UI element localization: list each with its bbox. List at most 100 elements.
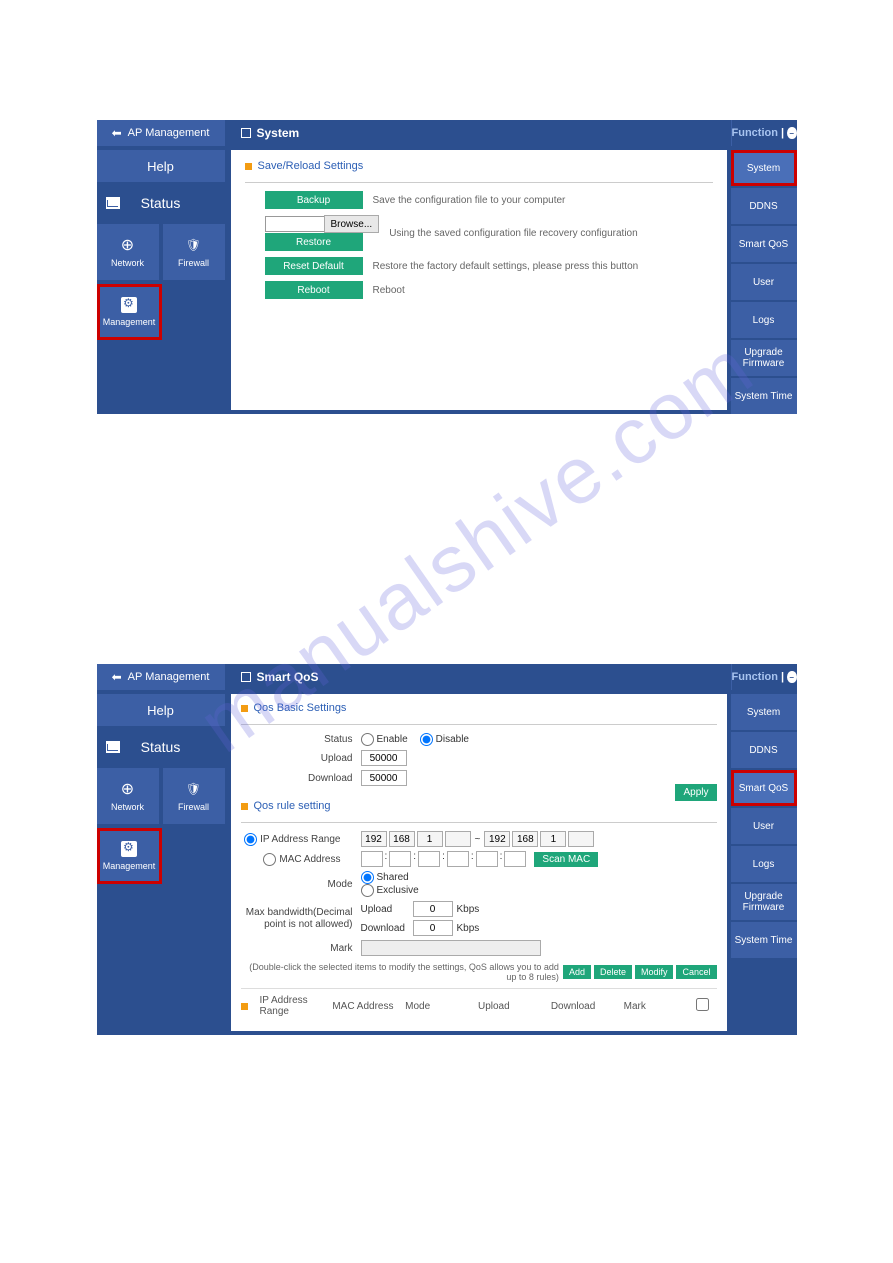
- mac-5[interactable]: [476, 851, 498, 867]
- help-button[interactable]: Help: [97, 694, 225, 726]
- status-button[interactable]: Status: [97, 186, 225, 220]
- ip-from-4[interactable]: [445, 831, 471, 847]
- mac-label-wrap: MAC Address: [241, 853, 361, 866]
- mark-input[interactable]: [361, 940, 541, 956]
- reboot-button[interactable]: Reboot: [265, 281, 363, 299]
- mac-3[interactable]: [418, 851, 440, 867]
- scan-mac-button[interactable]: Scan MAC: [534, 852, 598, 867]
- func-upgrade-firmware[interactable]: Upgrade Firmware: [731, 340, 797, 376]
- firewall-tile[interactable]: Firewall: [163, 224, 225, 280]
- firewall-tile[interactable]: Firewall: [163, 768, 225, 824]
- ip-to-3[interactable]: [540, 831, 566, 847]
- network-tile[interactable]: Network: [97, 768, 159, 824]
- management-tile[interactable]: Management: [97, 828, 162, 884]
- enable-radio[interactable]: [361, 733, 374, 746]
- mac-group: : : : : :: [361, 851, 527, 867]
- th-mode: Mode: [405, 1001, 478, 1012]
- back-ap-management[interactable]: ⬅ AP Management: [97, 664, 225, 690]
- help-button[interactable]: Help: [97, 150, 225, 182]
- gear-icon: [121, 297, 137, 313]
- upload-label: Upload: [241, 753, 361, 764]
- shared-radio-wrap[interactable]: Shared: [361, 871, 419, 884]
- ip-to-2[interactable]: [512, 831, 538, 847]
- network-tile[interactable]: Network: [97, 224, 159, 280]
- mac-radio-wrap[interactable]: MAC Address: [241, 853, 341, 866]
- section-title: Save/Reload Settings: [245, 160, 713, 172]
- mac-1[interactable]: [361, 851, 383, 867]
- rule-note-text: (Double-click the selected items to modi…: [241, 962, 559, 982]
- backup-button[interactable]: Backup: [265, 191, 363, 209]
- select-all-checkbox[interactable]: [696, 998, 709, 1011]
- divider: [245, 182, 713, 183]
- func-system[interactable]: System: [731, 694, 797, 730]
- sidebar-left: Help Status Network Firewall Management: [97, 690, 225, 1035]
- ip-from-3[interactable]: [417, 831, 443, 847]
- exclusive-radio[interactable]: [361, 884, 374, 897]
- disable-radio-wrap[interactable]: Disable: [420, 733, 469, 746]
- ip-from-2[interactable]: [389, 831, 415, 847]
- function-toggle[interactable]: Function | –: [731, 120, 797, 146]
- func-system[interactable]: System: [731, 150, 797, 186]
- mac-2[interactable]: [389, 851, 411, 867]
- apply-button[interactable]: Apply: [675, 784, 716, 801]
- func-smart-qos[interactable]: Smart QoS: [731, 226, 797, 262]
- func-ddns[interactable]: DDNS: [731, 188, 797, 224]
- sidebar-left: Help Status Network Firewall Management: [97, 146, 225, 414]
- arrow-left-icon: ⬅: [112, 126, 122, 140]
- modify-button[interactable]: Modify: [635, 965, 674, 979]
- disable-radio[interactable]: [420, 733, 433, 746]
- func-logs[interactable]: Logs: [731, 846, 797, 882]
- func-logs[interactable]: Logs: [731, 302, 797, 338]
- th-checkbox: [696, 998, 716, 1014]
- mac-6[interactable]: [504, 851, 526, 867]
- reset-desc: Restore the factory default settings, pl…: [373, 261, 639, 272]
- func-upgrade-firmware[interactable]: Upgrade Firmware: [731, 884, 797, 920]
- bw-download-input[interactable]: [413, 920, 453, 936]
- func-system-time[interactable]: System Time: [731, 378, 797, 414]
- ip-range-radio[interactable]: [244, 833, 257, 846]
- reboot-row: Reboot Reboot: [265, 281, 713, 299]
- back-label: AP Management: [128, 127, 210, 139]
- file-input[interactable]: [265, 216, 325, 232]
- reboot-desc: Reboot: [373, 285, 405, 296]
- func-user[interactable]: User: [731, 264, 797, 300]
- backup-row: Backup Save the configuration file to yo…: [265, 191, 713, 209]
- cancel-button[interactable]: Cancel: [676, 965, 716, 979]
- browse-button[interactable]: Browse...: [324, 215, 380, 233]
- back-ap-management[interactable]: ⬅ AP Management: [97, 120, 225, 146]
- management-tile[interactable]: Management: [97, 284, 162, 340]
- delete-button[interactable]: Delete: [594, 965, 632, 979]
- download-input[interactable]: [361, 770, 407, 786]
- ip-to-1[interactable]: [484, 831, 510, 847]
- ip-to-group: [484, 831, 594, 847]
- ip-from-1[interactable]: [361, 831, 387, 847]
- arrow-left-icon: ⬅: [112, 670, 122, 684]
- content-panel: Save/Reload Settings Backup Save the con…: [231, 150, 727, 410]
- func-ddns[interactable]: DDNS: [731, 732, 797, 768]
- bw-upload-label: Upload: [361, 904, 409, 915]
- exclusive-radio-wrap[interactable]: Exclusive: [361, 884, 419, 897]
- mac-radio[interactable]: [263, 853, 276, 866]
- file-row: Browse...: [265, 215, 380, 233]
- status-button[interactable]: Status: [97, 730, 225, 764]
- shared-label: Shared: [377, 872, 409, 883]
- reset-default-button[interactable]: Reset Default: [265, 257, 363, 275]
- add-button[interactable]: Add: [563, 965, 591, 979]
- ip-range-radio-wrap[interactable]: IP Address Range: [241, 833, 341, 846]
- section-basic-title: Qos Basic Settings: [241, 702, 717, 714]
- bw-upload-input[interactable]: [413, 901, 453, 917]
- function-toggle[interactable]: Function | –: [731, 664, 797, 690]
- enable-radio-wrap[interactable]: Enable: [361, 733, 408, 746]
- orange-square-icon: [241, 1003, 248, 1010]
- upload-input[interactable]: [361, 750, 407, 766]
- shared-radio[interactable]: [361, 871, 374, 884]
- restore-button[interactable]: Restore: [265, 233, 363, 251]
- func-smart-qos[interactable]: Smart QoS: [731, 770, 797, 806]
- func-system-time[interactable]: System Time: [731, 922, 797, 958]
- bw-download-label: Download: [361, 923, 409, 934]
- mac-4[interactable]: [447, 851, 469, 867]
- page-title: System: [257, 126, 300, 140]
- func-user[interactable]: User: [731, 808, 797, 844]
- status-row: Status Enable Disable: [241, 733, 717, 746]
- ip-to-4[interactable]: [568, 831, 594, 847]
